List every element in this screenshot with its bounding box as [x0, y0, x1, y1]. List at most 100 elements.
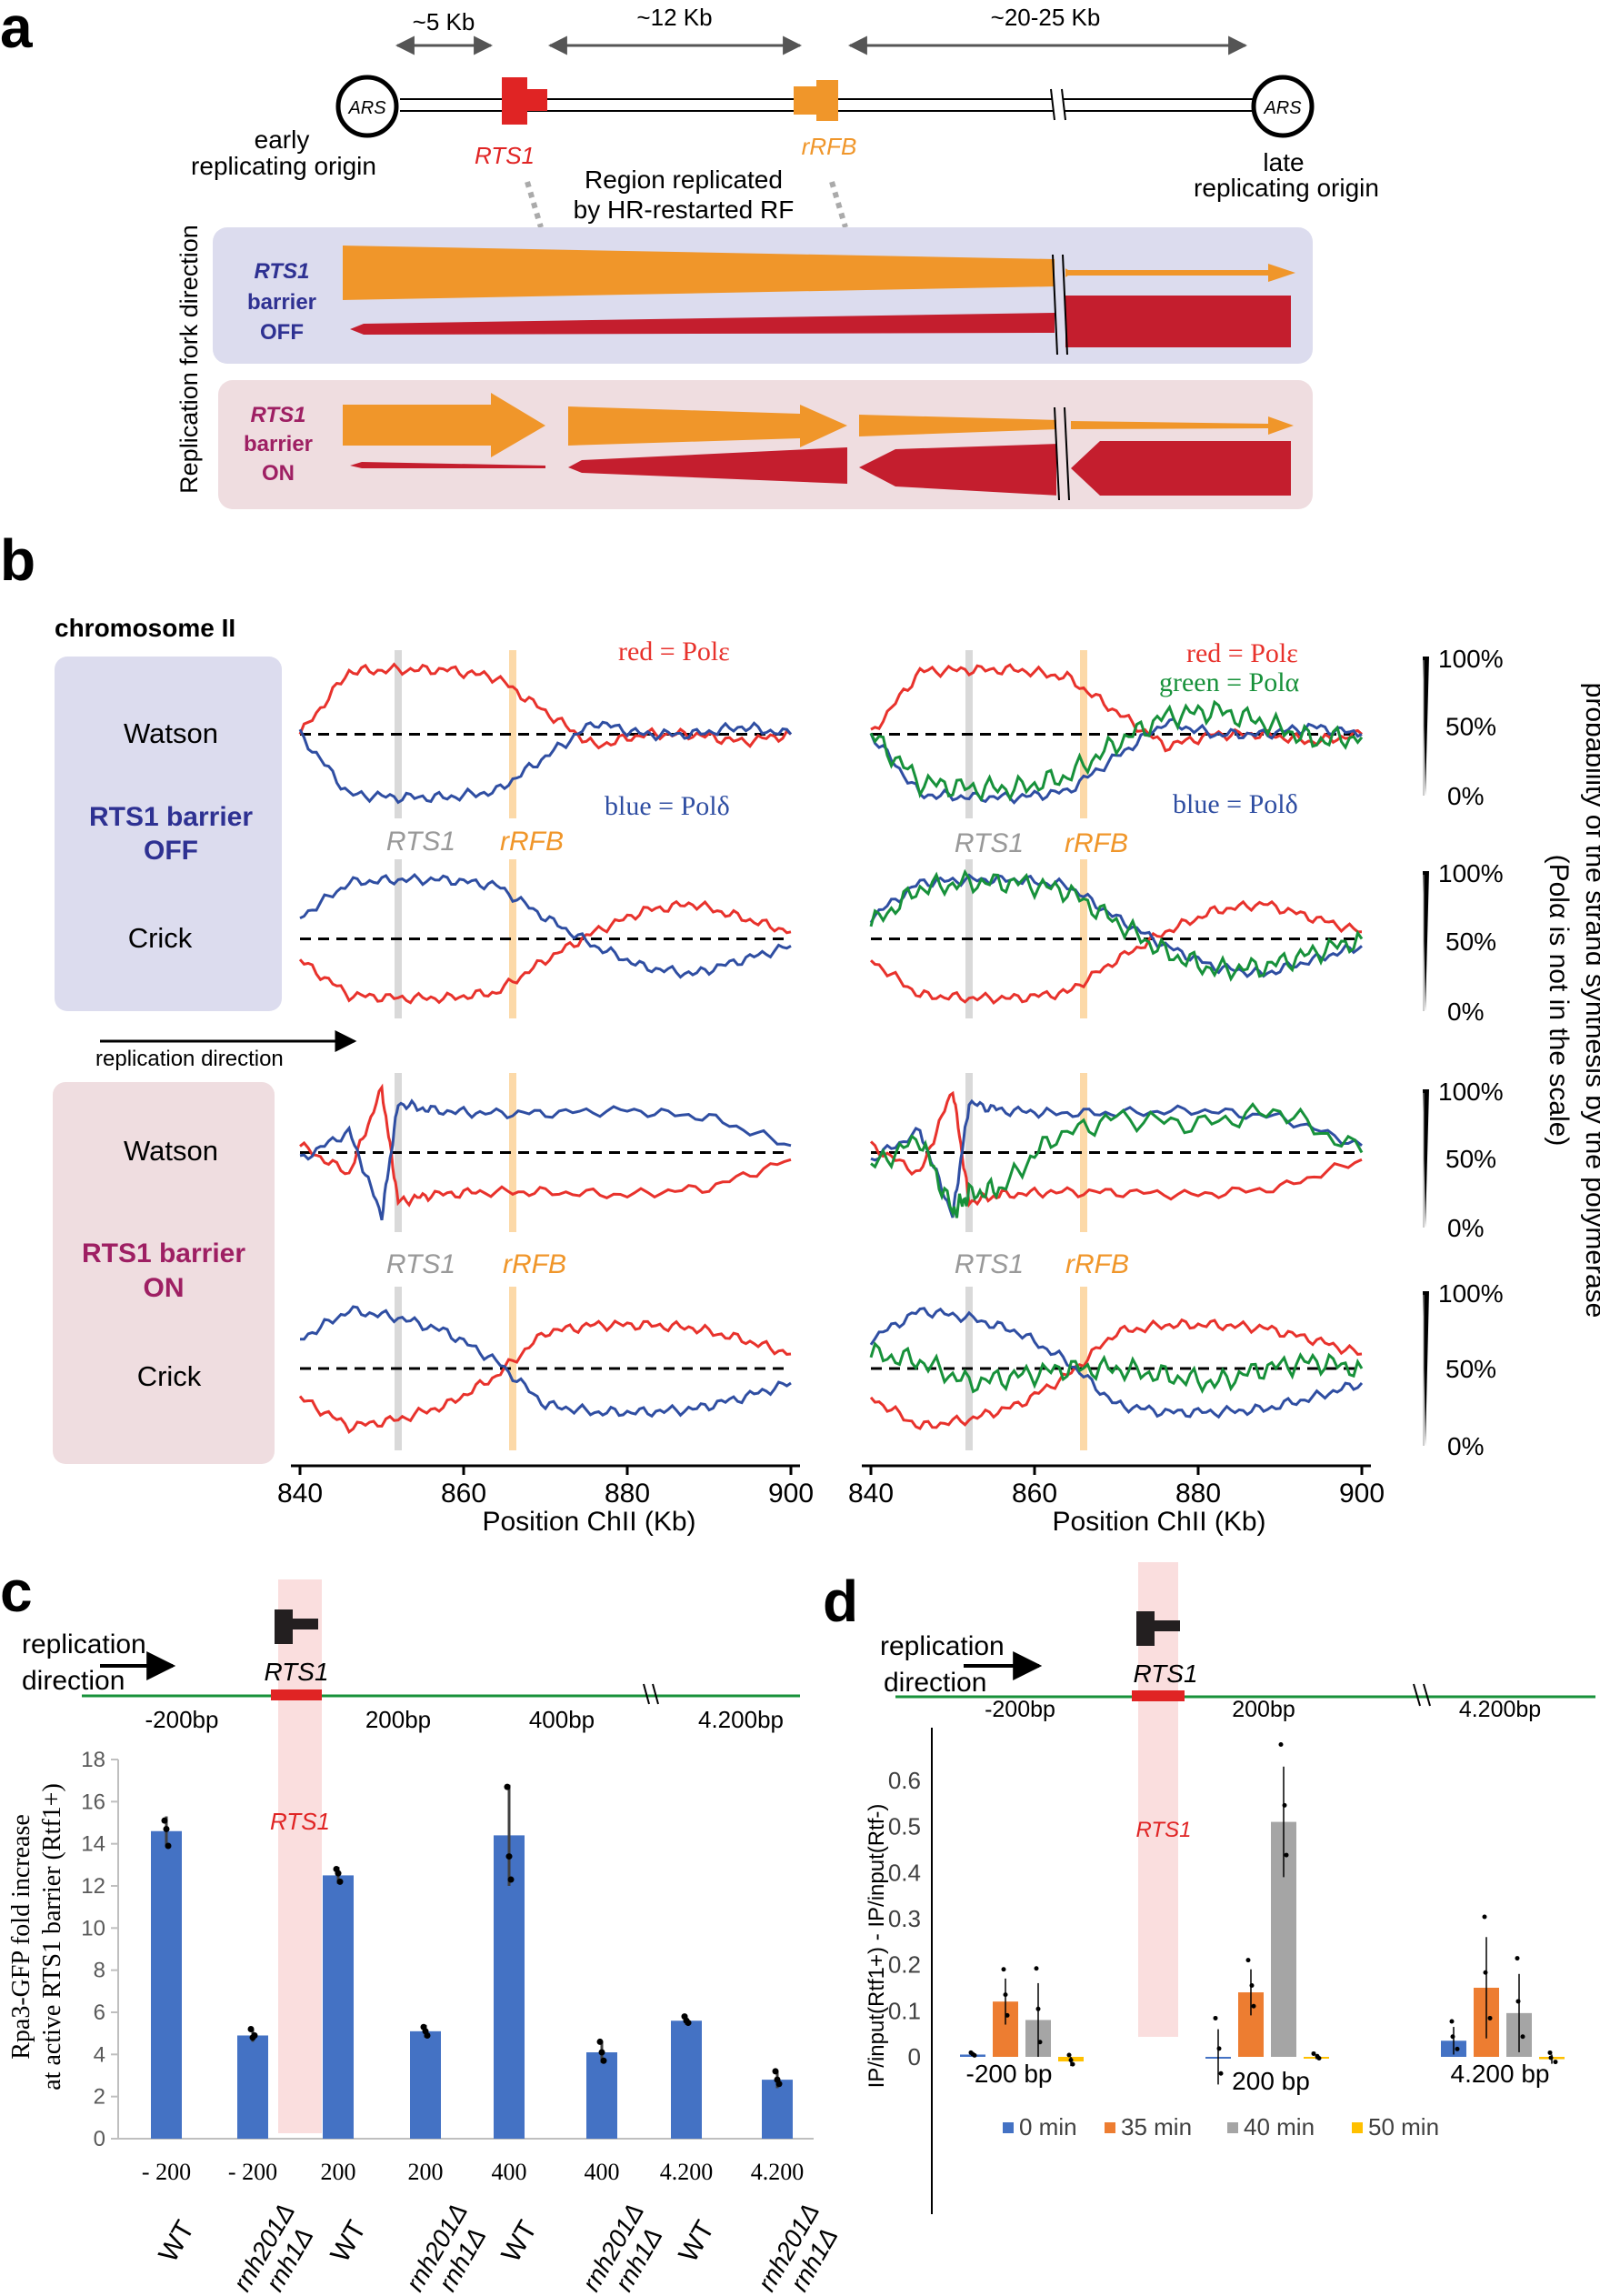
- data-point: [1515, 1956, 1520, 1961]
- scale-label-0: 0%: [1447, 782, 1484, 810]
- c-rts1-bar: [271, 1689, 322, 1700]
- data-point: [596, 2038, 604, 2045]
- data-point: [600, 2057, 607, 2064]
- off-barrier-label-1: RTS1 barrier: [89, 802, 253, 832]
- data-point: [1547, 2050, 1553, 2055]
- scale-triangle: [1423, 657, 1429, 796]
- rts1-label: RTS1: [475, 142, 535, 169]
- b-xlabel-right: Position ChII (Kb): [1052, 1507, 1265, 1537]
- d-rts1-promoter: [1136, 1611, 1180, 1646]
- panel-a-label: a: [0, 0, 33, 60]
- d-rts1-bar: [1132, 1690, 1185, 1701]
- bar: [410, 2030, 441, 2139]
- data-point: [970, 2051, 975, 2057]
- legend-label: 40 min: [1244, 2113, 1315, 2141]
- early-origin-label-1: early: [255, 125, 310, 154]
- scale-label-100: 100%: [1438, 1279, 1504, 1308]
- y-tick-label: 18: [81, 1748, 105, 1772]
- on-leading-fork-4: [1071, 416, 1294, 435]
- data-point: [775, 2080, 783, 2088]
- replication-direction-label: replication direction: [95, 1047, 284, 1071]
- series-line-pol-epsilon: [299, 1083, 792, 1208]
- data-point: [335, 1870, 342, 1877]
- distance-12kb: ~12 Kb: [636, 4, 712, 31]
- data-point: [1278, 1741, 1284, 1747]
- y-tick-label: 0: [908, 2043, 921, 2070]
- x-tick-label: 860: [1012, 1479, 1057, 1509]
- series-line-pol-epsilon: [298, 899, 792, 1005]
- panel-a: a ~5 Kb ~12 Kb ~20-25 Kb ARS ARS early r…: [0, 0, 1379, 509]
- data-point: [1245, 1958, 1251, 1963]
- d-pos-label-1: -200bp: [985, 1697, 1055, 1722]
- y-tick-label: 0.5: [888, 1813, 921, 1840]
- series-line-pol-epsilon: [870, 663, 1363, 753]
- series-line-pol-epsilon: [298, 1318, 792, 1434]
- data-point: [1066, 2052, 1072, 2058]
- scale-label-0: 0%: [1447, 998, 1484, 1026]
- strain-label: WT: [673, 2216, 720, 2268]
- rrfb-marker-label-top-right: rRFB: [1065, 828, 1128, 858]
- legend-red-right: red = Polε: [1186, 638, 1298, 668]
- legend-label: 50 min: [1368, 2113, 1439, 2141]
- c-replication-label-1: replication: [22, 1629, 146, 1659]
- y-tick-label: 0.1: [888, 1997, 921, 2024]
- plot-off-watson-no-alpha: [298, 650, 793, 818]
- legend-label: 35 min: [1121, 2113, 1192, 2141]
- series-line-pol-epsilon: [869, 1318, 1363, 1430]
- rts1-marker-label-bottom-left: RTS1: [386, 1249, 455, 1279]
- d-pos-label-2: 200bp: [1232, 1697, 1295, 1722]
- y-tick-label: 8: [94, 1959, 105, 1983]
- x-position-label: 4.200: [751, 2159, 805, 2185]
- data-point: [1251, 2003, 1256, 2009]
- scale-label-100: 100%: [1438, 645, 1504, 673]
- late-origin-label-2: replicating origin: [1194, 174, 1379, 202]
- plot-on-crick-no-alpha: [298, 1287, 792, 1450]
- d-group-label-3: 4.200 bp: [1451, 2060, 1550, 2088]
- data-point: [1548, 2055, 1554, 2060]
- x-tick-label: 900: [768, 1479, 814, 1509]
- panel-d: d RTS1 replication direction RTS1 -200bp…: [823, 1562, 1595, 2214]
- scale-label-50: 50%: [1445, 1355, 1496, 1383]
- rts1-marker-label-top-right: RTS1: [955, 828, 1024, 858]
- c-pos-label-3: 400bp: [529, 1706, 595, 1733]
- rtf1-bar-chart: 0 0.1 0.2 0.3 0.4 0.5 0.6 0 min 35 min 40 min 50 m…: [888, 1728, 1565, 2214]
- series-line-pol-delta: [298, 720, 793, 805]
- panel-c: c RTS1 replication direction RTS1 -200bp…: [0, 1559, 844, 2296]
- b-ytitle-1: probability of the strand synthesis by t…: [1580, 683, 1600, 1318]
- scale-label-100: 100%: [1438, 1078, 1504, 1106]
- scale-label-50: 50%: [1445, 713, 1496, 741]
- fork-direction-label: Replication fork direction: [175, 225, 203, 494]
- data-point: [1284, 1852, 1289, 1858]
- d-replication-label-1: replication: [880, 1631, 1005, 1661]
- y-tick-label: 0.6: [888, 1767, 921, 1794]
- on-leading-fork-2: [568, 405, 847, 447]
- y-tick-label: 10: [81, 1916, 105, 1940]
- c-rts1-promoter: [275, 1609, 318, 1644]
- data-point: [1520, 2034, 1525, 2040]
- series-line-pol-delta: [300, 1305, 792, 1419]
- ars-left-origin: ARS: [335, 75, 399, 138]
- data-point: [504, 1783, 511, 1790]
- data-point: [1034, 1966, 1039, 1971]
- series-line-pol-delta: [869, 1307, 1364, 1419]
- data-point: [1449, 2019, 1455, 2024]
- data-point: [336, 1878, 344, 1885]
- data-point: [251, 2031, 258, 2039]
- x-position-label: 400: [585, 2159, 620, 2185]
- x-tick-label: 880: [1175, 1479, 1221, 1509]
- on-leading-fork-3: [859, 415, 1059, 436]
- c-rts1-band: [278, 1579, 322, 2133]
- legend-swatch: [1105, 2122, 1115, 2133]
- data-point: [1483, 1970, 1488, 1975]
- barrier-on-label-3: ON: [262, 461, 295, 486]
- strain-label: WT: [495, 2216, 543, 2268]
- rts1-element: [502, 77, 547, 125]
- probability-scales: 100% 50% 0% 100% 50% 0% 100% 50% 0% 100% 50% 0%: [1423, 645, 1504, 1460]
- series-line-pol-alpha: [869, 1341, 1364, 1395]
- distance-5kb: ~5 Kb: [413, 8, 475, 35]
- series-line-pol-delta: [299, 872, 792, 979]
- data-point: [685, 2020, 692, 2027]
- region-label-1: Region replicated: [585, 165, 783, 194]
- series-line-pol-epsilon: [869, 1090, 1363, 1208]
- off-barrier-label-2: OFF: [144, 836, 198, 866]
